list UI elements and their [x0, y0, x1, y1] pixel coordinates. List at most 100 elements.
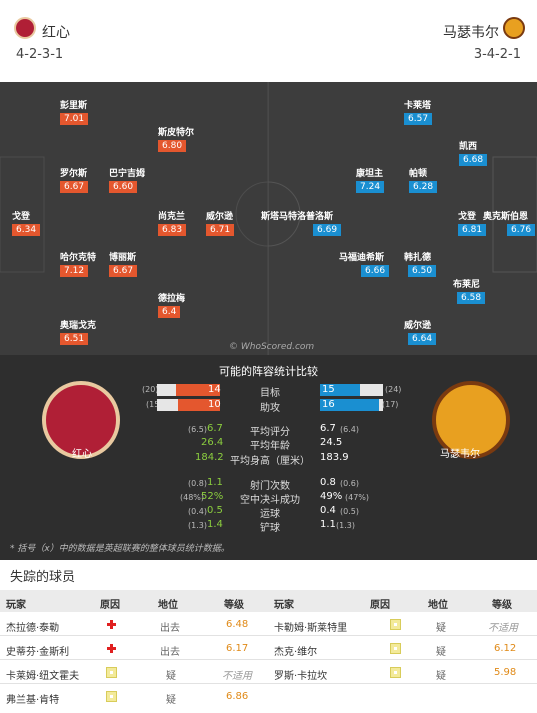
home-player[interactable]: 斯皮特尔 6.80	[158, 125, 194, 152]
player-name: 戈登	[458, 212, 477, 222]
away-player[interactable]: 帕顿 6.28	[409, 166, 438, 193]
col-position: 地位	[158, 600, 178, 611]
home-player[interactable]: 威尔逊 6.71	[206, 209, 235, 236]
player-name: 斯皮特尔	[158, 128, 195, 138]
col-position: 地位	[428, 600, 448, 611]
home-player[interactable]: 德拉梅 6.4	[158, 291, 185, 318]
player-rating: 6.80	[158, 140, 187, 152]
away-crest-icon	[503, 17, 525, 39]
player-link[interactable]: 史蒂芬·金斯利	[6, 647, 70, 658]
player-name: 布莱尼	[453, 280, 481, 290]
col-rating: 等级	[224, 600, 244, 611]
player-rating: 7.01	[60, 113, 89, 125]
col-player: 玩家	[274, 600, 294, 611]
player-rating: 6.57	[404, 113, 433, 125]
player-rating: 6.66	[361, 265, 390, 277]
stat-label: 平均年龄	[250, 441, 290, 452]
player-link[interactable]: 杰克·维尔	[274, 647, 318, 658]
status: 疑	[436, 647, 446, 658]
stat-label: 空中决斗成功	[240, 495, 300, 506]
doubtful-icon	[106, 667, 117, 678]
away-league-avg: (0.6)	[340, 479, 359, 488]
player-name: 德拉梅	[158, 294, 186, 304]
away-player[interactable]: 马福迪希斯 6.66	[339, 250, 390, 277]
table-row: 卡莱姆·纽文霍夫 疑 不适用 罗斯·卡拉坎 疑 5.98	[0, 660, 537, 684]
player-name: 卡莱塔	[404, 101, 432, 111]
away-player[interactable]: 韩扎德 6.50	[404, 250, 437, 277]
status: 疑	[166, 671, 176, 682]
stat-label: 平均身高（厘米）	[230, 456, 310, 467]
player-rating: 6.71	[206, 224, 235, 236]
home-player[interactable]: 尚克兰 6.83	[158, 209, 187, 236]
stat-label: 平均评分	[250, 427, 290, 438]
away-league-avg: (0.5)	[340, 507, 359, 516]
away-player[interactable]: 斯塔马特洛普洛斯 6.69	[261, 209, 342, 236]
away-player[interactable]: 威尔逊 6.64	[404, 318, 437, 345]
rating: 不适用	[488, 623, 518, 634]
player-rating: 6.69	[313, 224, 342, 236]
player-rating: 6.34	[12, 224, 41, 236]
player-rating: 7.12	[60, 265, 89, 277]
away-player[interactable]: 布莱尼 6.58	[453, 277, 486, 304]
away-team-name[interactable]: 马瑟韦尔	[443, 25, 499, 41]
player-name: 威尔逊	[206, 212, 234, 222]
player-name: 罗尔斯	[60, 169, 88, 179]
home-league-avg: (20)	[142, 385, 159, 394]
table-row: 杰拉德·泰勒 出去 6.48 卡勒姆·斯莱特里 疑 不适用	[0, 612, 537, 636]
away-assists-bar	[320, 399, 379, 411]
player-name: 奥瑞戈克	[60, 321, 97, 331]
home-player[interactable]: 哈尔克特 7.12	[60, 250, 96, 277]
pitch-lines	[0, 82, 537, 355]
lineup-stats-comparison: 可能的阵容统计比较 红心 马瑟韦尔 (20) 14 目标 15 (24) (15…	[0, 355, 537, 560]
away-team-label: 马瑟韦尔	[440, 449, 480, 460]
col-reason: 原因	[370, 600, 390, 611]
away-goals: 15	[322, 384, 335, 395]
home-league-avg: (48%)	[180, 493, 205, 502]
status: 疑	[166, 695, 176, 706]
away-player[interactable]: 奥克斯伯恩 6.76	[483, 209, 536, 236]
player-link[interactable]: 杰拉德·泰勒	[6, 623, 60, 634]
away-crest-large-icon	[432, 381, 510, 459]
stat-label: 运球	[260, 509, 280, 520]
player-rating: 6.81	[458, 224, 487, 236]
player-link[interactable]: 卡莱姆·纽文霍夫	[6, 671, 80, 682]
home-player[interactable]: 彭里斯 7.01	[60, 98, 89, 125]
away-goals-bar	[320, 384, 360, 396]
home-crest-icon	[14, 17, 36, 39]
home-player[interactable]: 奥瑞戈克 6.51	[60, 318, 96, 345]
away-player[interactable]: 卡莱塔 6.57	[404, 98, 433, 125]
home-league-avg: (0.8)	[188, 479, 207, 488]
away-player[interactable]: 戈登 6.81	[458, 209, 487, 236]
status: 疑	[436, 623, 446, 634]
table-header: 玩家 原因 地位 等级 玩家 原因 地位 等级	[0, 590, 537, 612]
away-value: 49%	[320, 491, 343, 502]
home-team-name[interactable]: 红心	[42, 25, 70, 41]
home-assists-bar	[178, 399, 220, 411]
doubtful-icon	[390, 643, 402, 654]
player-link[interactable]: 弗兰基·肯特	[6, 695, 60, 706]
player-rating: 6.67	[109, 265, 138, 277]
player-link[interactable]: 卡勒姆·斯莱特里	[274, 623, 348, 634]
home-player[interactable]: 博丽斯 6.67	[109, 250, 138, 277]
home-player[interactable]: 罗尔斯 6.67	[60, 166, 89, 193]
home-player[interactable]: 戈登 6.34	[12, 209, 41, 236]
away-player[interactable]: 康坦主 7.24	[356, 166, 385, 193]
injury-icon	[106, 643, 117, 654]
away-player[interactable]: 凯西 6.68	[459, 139, 488, 166]
home-player[interactable]: 巴宁吉姆 6.60	[109, 166, 145, 193]
home-goals-bar	[176, 384, 220, 396]
match-header: 红心 4-2-3-1 马瑟韦尔 3-4-2-1	[0, 0, 537, 82]
player-name: 康坦主	[356, 169, 384, 179]
player-link[interactable]: 罗斯·卡拉坎	[274, 671, 328, 682]
away-league-avg: (1.3)	[336, 521, 355, 530]
stat-label: 铲球	[260, 523, 280, 534]
doubtful-icon	[390, 619, 402, 630]
home-goals: 14	[208, 384, 221, 395]
away-value: 1.1	[320, 519, 336, 530]
home-value: 184.2	[195, 452, 224, 463]
stats-title: 可能的阵容统计比较	[219, 365, 318, 378]
home-formation: 4-2-3-1	[16, 47, 64, 62]
stat-bar-assists: (15) 10 助攻 16 (17)	[0, 399, 537, 414]
player-name: 戈登	[12, 212, 31, 222]
player-name: 奥克斯伯恩	[483, 212, 529, 222]
